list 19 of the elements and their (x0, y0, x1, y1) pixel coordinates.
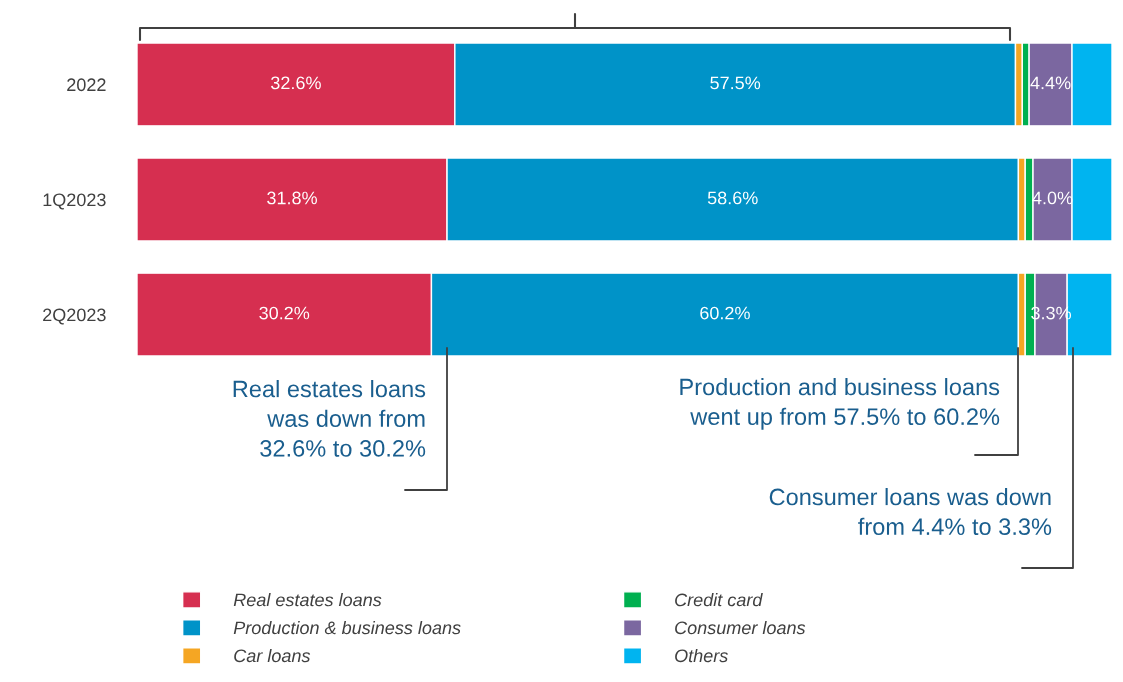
legend-label: Real estates loans (233, 593, 382, 607)
y-tick-label: 2022 (67, 78, 106, 92)
y-tick-label: 2Q2023 (43, 308, 106, 325)
legend-label: Car loans (234, 648, 311, 663)
text: Consumer loans was down from 4.4% to 3.3% (769, 488, 1052, 536)
legend-label: Consumer loans (675, 620, 806, 635)
data-label: 31.8% (267, 191, 317, 205)
data-label: 4.4% (1030, 76, 1071, 90)
data-label: 57.5% (710, 76, 761, 90)
legend-label: Production & business loans (233, 620, 461, 635)
y-tick-label: 1Q2023 (43, 193, 106, 210)
legend-label: Others (675, 648, 728, 663)
data-label: 30.2% (259, 306, 310, 320)
data-label: 32.6% (271, 76, 321, 90)
text: Production and business loans went up from 57.5% to 60.2% (680, 378, 1000, 430)
data-label: 60.2% (700, 306, 750, 320)
legend-label: Credit card (675, 593, 763, 607)
data-label: 58.6% (707, 191, 758, 205)
text: Real estates loans was down from 32.6% to 30.2% (233, 380, 426, 457)
